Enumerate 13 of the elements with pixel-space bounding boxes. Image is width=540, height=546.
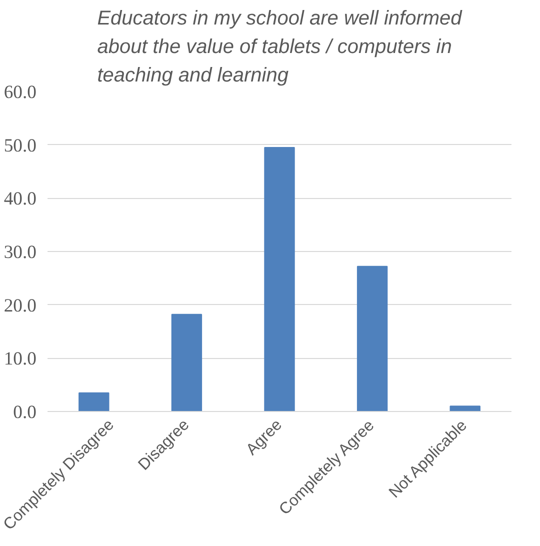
y-tick-label: 30.0 (4, 242, 37, 263)
bar (78, 392, 110, 412)
y-tick-label: 50.0 (4, 135, 37, 156)
y-tick-label: 20.0 (4, 295, 37, 316)
bar (264, 147, 295, 412)
bar (450, 406, 480, 412)
bar (356, 266, 388, 412)
y-tick-label: 0.0 (13, 402, 37, 423)
bar (171, 314, 202, 412)
y-tick-label: 40.0 (4, 188, 37, 210)
y-tick-label: 10.0 (4, 348, 37, 370)
chart-title: Educators in my school are well informed about the value of tablets / computers in teaching and learning (97, 7, 463, 86)
y-tick-label: 60.0 (4, 82, 37, 103)
